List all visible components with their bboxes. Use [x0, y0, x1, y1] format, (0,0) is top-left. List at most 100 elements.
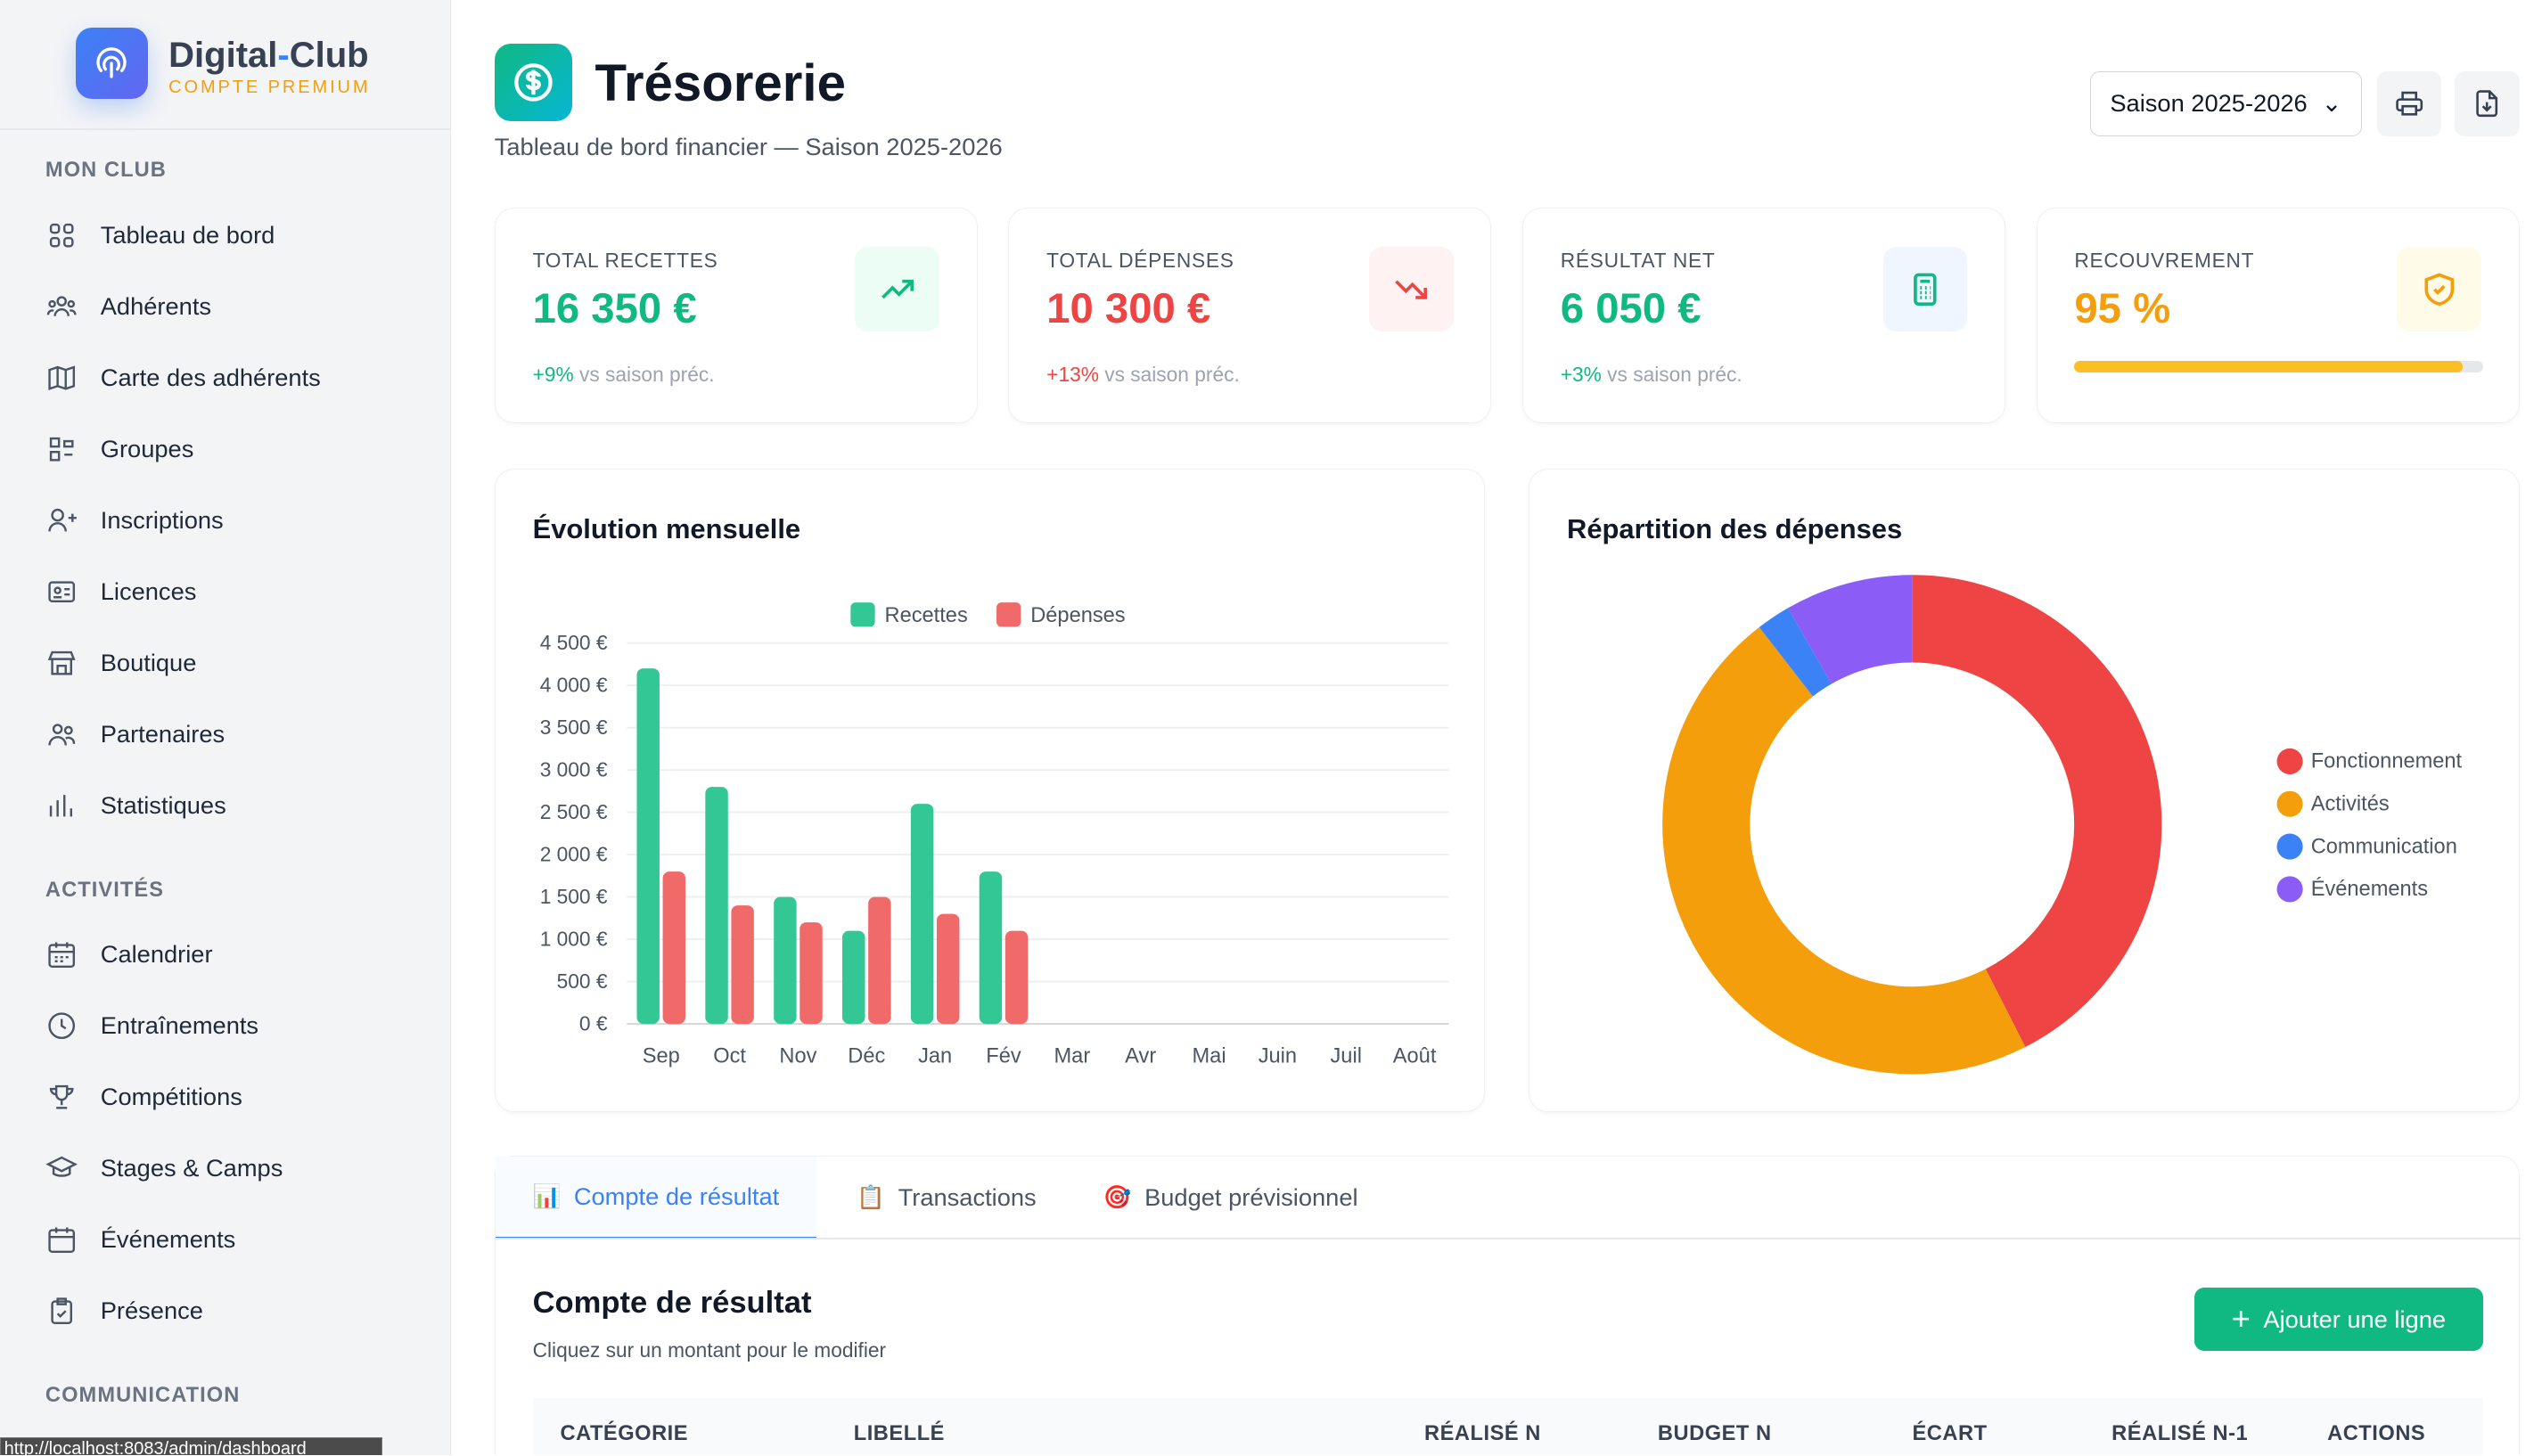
y-tick-label: 4 000 €	[539, 673, 607, 696]
tab-budget-prévisionnel[interactable]: 🎯 Budget prévisionnel	[1066, 1157, 1395, 1239]
bar-recettes[interactable]	[979, 871, 1002, 1024]
sidebar-item-user-plus[interactable]: Inscriptions	[45, 496, 435, 545]
trending-up-icon	[882, 279, 914, 299]
bar-recettes[interactable]	[636, 667, 660, 1024]
legend-swatch	[2276, 748, 2303, 774]
kpi-icon-box	[855, 247, 939, 332]
sidebar-item-grid[interactable]: Tableau de bord	[45, 210, 435, 259]
sidebar-item-id-card[interactable]: Licences	[45, 568, 435, 617]
tab-emoji-icon: 🎯	[1103, 1185, 1132, 1211]
progress-fill	[2074, 360, 2463, 372]
sidebar-item-users[interactable]: Adhérents	[45, 282, 435, 331]
bar-recettes[interactable]	[841, 930, 865, 1024]
section-title: Compte de résultat	[532, 1286, 812, 1321]
x-tick-label: Août	[1393, 1044, 1437, 1067]
bar-dépenses[interactable]	[731, 904, 754, 1024]
sidebar-item-calendar[interactable]: Calendrier	[45, 930, 435, 979]
x-tick-label: Nov	[779, 1044, 816, 1067]
status-url: http://localhost:8083/admin/dashboard	[0, 1437, 383, 1456]
clipboard-check-icon	[51, 1297, 72, 1325]
y-tick-label: 3 500 €	[539, 716, 607, 739]
clock-icon	[48, 1012, 75, 1040]
bar-recettes[interactable]	[705, 786, 728, 1024]
section-hint: Cliquez sur un montant pour le modifier	[532, 1337, 887, 1362]
legend-label: Activités	[2311, 792, 2390, 815]
kpi-comparison: +13% vs saison préc.	[1046, 363, 1240, 387]
season-select[interactable]: Saison 2025-2026 ⌄	[2089, 71, 2363, 136]
column-header[interactable]: RÉALISÉ N-1	[2112, 1422, 2249, 1446]
sidebar-section-title: MON CLUB	[45, 159, 167, 183]
column-header[interactable]: BUDGET N	[1657, 1422, 1772, 1446]
printer-icon	[2395, 91, 2423, 116]
sidebar-item-label: Événements	[100, 1225, 236, 1254]
sidebar: Digital-Club COMPTE PREMIUM MON CLUB Tabl…	[0, 0, 451, 1456]
table-header: CATÉGORIE LIBELLÉ RÉALISÉ N BUDGET N ÉCART RÉ…	[532, 1397, 2483, 1456]
column-header[interactable]: ÉCART	[1912, 1422, 1988, 1446]
x-tick-label: Avr	[1125, 1044, 1156, 1067]
add-line-button[interactable]: + Ajouter une ligne	[2194, 1288, 2483, 1352]
x-tick-label: Fév	[986, 1044, 1021, 1067]
y-tick-label: 4 500 €	[539, 631, 607, 654]
store-icon	[47, 650, 76, 675]
sidebar-item-graduation-cap[interactable]: Stages & Camps	[45, 1144, 435, 1193]
sidebar-item-calendar-event[interactable]: Événements	[45, 1215, 435, 1264]
divider	[0, 127, 451, 130]
kpi-label: RÉSULTAT NET	[1560, 249, 1716, 273]
sidebar-item-partners[interactable]: Partenaires	[45, 710, 435, 759]
dollar-icon	[494, 44, 573, 122]
calendar-event-icon	[48, 1227, 75, 1254]
column-header[interactable]: LIBELLÉ	[853, 1422, 945, 1446]
bar-dépenses[interactable]	[662, 871, 685, 1024]
legend-swatch	[2276, 876, 2303, 903]
bar-dépenses[interactable]	[800, 921, 823, 1024]
grid-icon	[49, 223, 74, 248]
column-header[interactable]: ACTIONS	[2327, 1422, 2426, 1446]
kpi-card: RECOUVREMENT 95 %	[2036, 207, 2520, 423]
sidebar-section-title: COMMUNICATION	[45, 1384, 241, 1408]
plus-icon: +	[2231, 1300, 2251, 1337]
tab-compte-de-résultat[interactable]: 📊 Compte de résultat	[495, 1156, 817, 1239]
bar-recettes[interactable]	[910, 803, 934, 1024]
sidebar-item-trophy[interactable]: Compétitions	[45, 1073, 435, 1122]
kpi-icon-box	[2397, 247, 2481, 332]
users-icon	[46, 295, 77, 316]
legend-label: Fonctionnement	[2311, 749, 2463, 773]
sidebar-item-clipboard-check[interactable]: Présence	[45, 1287, 435, 1336]
kpi-label: RECOUVREMENT	[2074, 249, 2255, 273]
y-tick-label: 2 000 €	[539, 842, 607, 865]
x-tick-label: Oct	[713, 1044, 746, 1067]
column-header[interactable]: RÉALISÉ N	[1423, 1422, 1541, 1446]
column-header[interactable]: CATÉGORIE	[560, 1422, 689, 1446]
kpi-value: 10 300 €	[1046, 285, 1211, 333]
sidebar-item-store[interactable]: Boutique	[45, 639, 435, 688]
chart-title: Évolution mensuelle	[532, 512, 801, 544]
legend-swatch	[2276, 833, 2303, 860]
bar-dépenses[interactable]	[936, 913, 960, 1024]
legend-swatch	[850, 601, 875, 627]
sidebar-item-label: Entraînements	[100, 1011, 259, 1040]
kpi-value: 6 050 €	[1560, 285, 1702, 333]
tab-transactions[interactable]: 📋 Transactions	[820, 1157, 1074, 1239]
print-button[interactable]	[2376, 71, 2442, 136]
shield-check-icon	[2424, 273, 2454, 306]
slice-activités[interactable]	[1662, 574, 2162, 1075]
sidebar-item-bar-chart[interactable]: Statistiques	[45, 781, 435, 830]
chart-title: Répartition des dépenses	[1567, 512, 1903, 544]
details-card: 📊 Compte de résultat 📋 Transactions 🎯 Budget …	[494, 1155, 2521, 1456]
x-tick-label: Juil	[1330, 1044, 1361, 1067]
tab-label: Compte de résultat	[573, 1182, 780, 1210]
sidebar-item-groups[interactable]: Groupes	[45, 425, 435, 474]
bar-chart: 0 € 500 € 1 000 € 1 500 € 2 000 € 2 500 € 3 00…	[539, 601, 1449, 1067]
sidebar-item-label: Adhérents	[100, 291, 212, 320]
sidebar-item-label: Groupes	[100, 434, 194, 462]
sidebar-item-map[interactable]: Carte des adhérents	[45, 354, 435, 403]
sidebar-item-clock[interactable]: Entraînements	[45, 1002, 435, 1051]
page-subtitle: Tableau de bord financier — Saison 2025-…	[494, 133, 1003, 161]
export-button[interactable]	[2454, 71, 2520, 136]
y-tick-label: 0 €	[579, 1011, 608, 1035]
bar-recettes[interactable]	[773, 896, 797, 1024]
slice-fonctionnement[interactable]	[1662, 574, 2162, 1075]
id-card-icon	[48, 581, 75, 602]
bar-dépenses[interactable]	[1004, 930, 1029, 1024]
bar-dépenses[interactable]	[867, 896, 891, 1024]
